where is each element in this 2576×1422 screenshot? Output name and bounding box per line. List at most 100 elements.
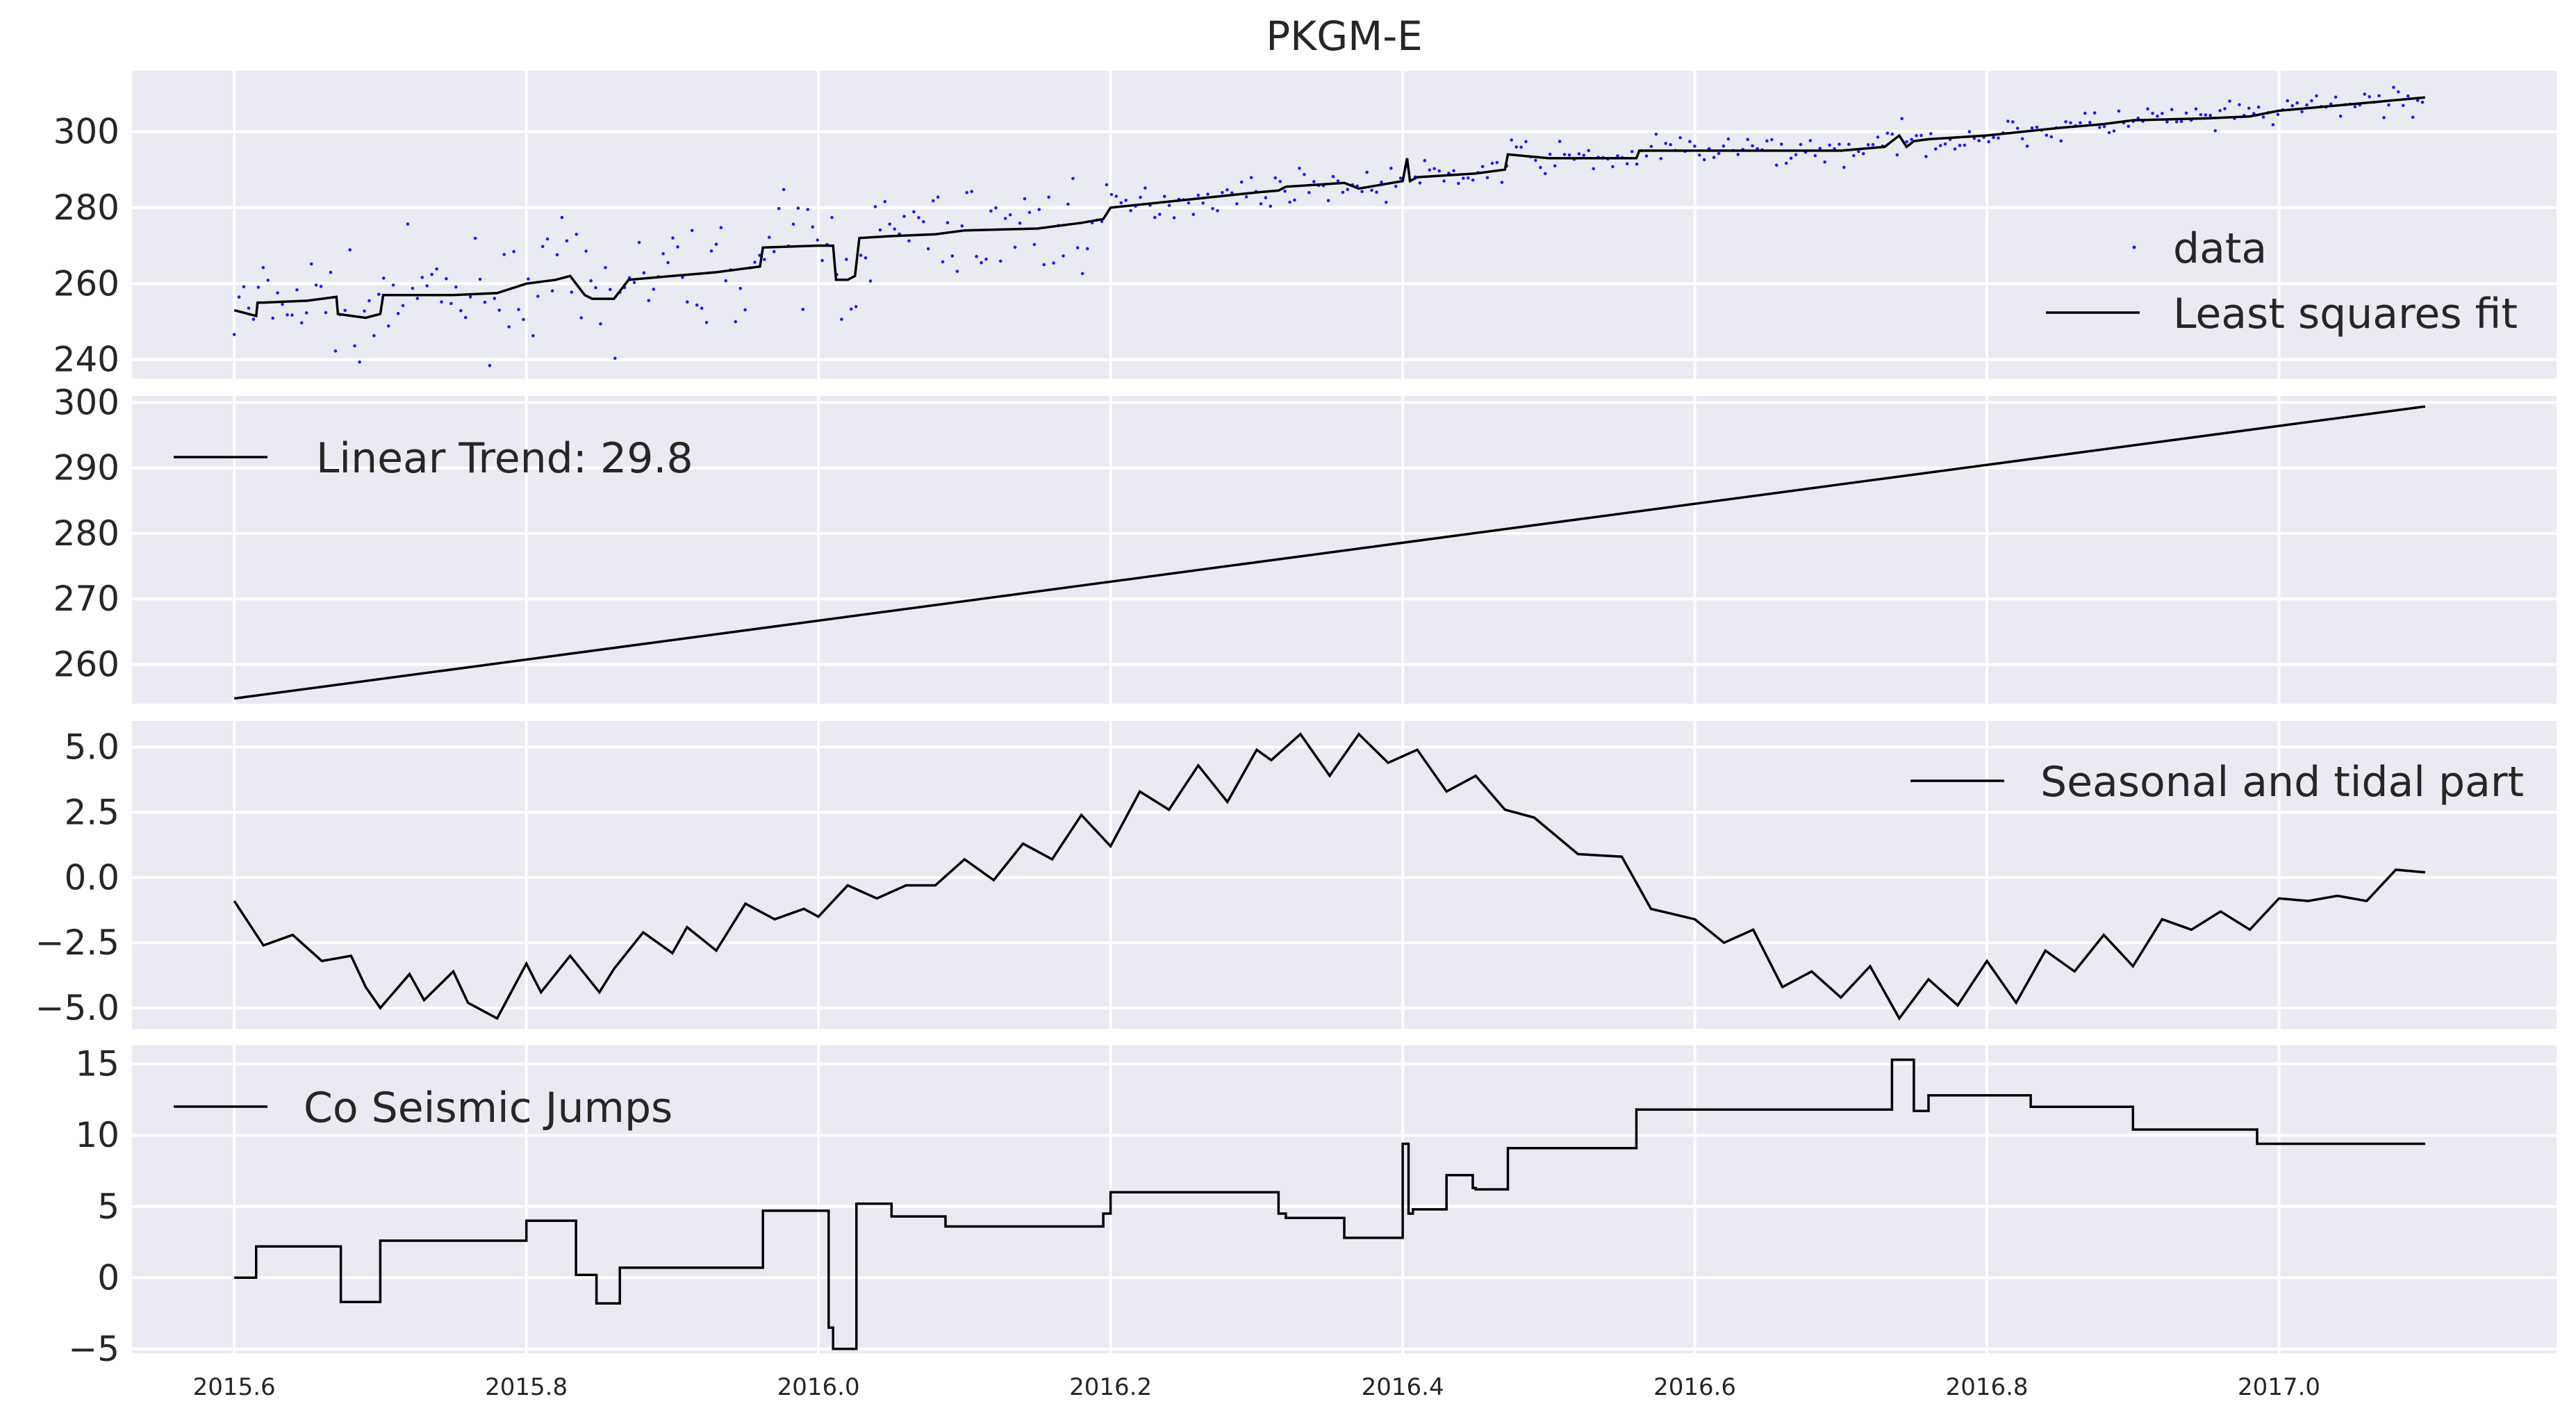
data-point	[941, 260, 945, 264]
y-tick-label: 280	[53, 188, 119, 228]
data-point	[2256, 105, 2261, 109]
data-point	[1544, 172, 1547, 176]
data-point	[724, 279, 728, 283]
data-point	[1080, 272, 1084, 276]
data-point	[522, 317, 525, 322]
data-point	[2083, 111, 2087, 115]
data-point	[2334, 95, 2338, 99]
data-point	[1172, 216, 1176, 220]
data-point	[1365, 170, 1369, 174]
y-tick-label: 280	[53, 513, 119, 554]
data-point	[1153, 215, 1157, 220]
data-point	[1842, 165, 1846, 170]
data-point	[2401, 104, 2405, 108]
data-point	[661, 252, 665, 256]
y-tick-label: 270	[53, 579, 119, 619]
data-point	[1042, 263, 1046, 267]
series-line	[233, 96, 2425, 320]
data-point	[502, 253, 506, 256]
data-point	[830, 215, 834, 220]
data-point	[1085, 247, 1089, 251]
data-point	[2204, 113, 2208, 117]
data-point	[1669, 143, 1672, 147]
data-point	[1076, 246, 1080, 249]
data-point	[2165, 120, 2169, 124]
data-point	[1736, 153, 1740, 156]
data-point	[1119, 201, 1123, 205]
data-point	[1659, 157, 1663, 160]
data-point	[917, 215, 920, 220]
data-point	[1249, 176, 1253, 179]
y-tick-label: −2.5	[35, 923, 119, 963]
data-point	[2107, 131, 2111, 135]
data-point	[1722, 144, 1726, 148]
data-point	[488, 363, 492, 367]
data-point	[1847, 142, 1851, 146]
data-point	[363, 309, 366, 313]
data-point	[2315, 94, 2318, 98]
data-point	[859, 254, 863, 257]
data-point	[2151, 111, 2154, 115]
y-tick-label: 260	[53, 263, 119, 304]
data-point	[1611, 165, 1615, 169]
data-point	[1664, 142, 1667, 145]
data-point	[304, 311, 308, 315]
data-point	[1298, 166, 1301, 170]
data-point	[440, 300, 443, 304]
data-point	[527, 277, 530, 281]
data-point	[594, 286, 597, 290]
data-point	[888, 222, 891, 226]
data-point	[1895, 153, 1899, 157]
data-point	[1808, 139, 1813, 142]
data-point	[579, 316, 583, 320]
series-line	[233, 405, 2426, 700]
legend-label: Linear Trend: 29.8	[316, 434, 693, 483]
data-point	[2035, 125, 2039, 129]
data-point	[247, 306, 251, 310]
data-point	[1452, 169, 1455, 173]
y-tick-label: 15	[75, 1044, 119, 1084]
data-point	[2179, 119, 2183, 124]
data-point	[1385, 201, 1388, 204]
data-point	[536, 295, 540, 298]
y-tick-label: 0.0	[64, 857, 119, 898]
data-point	[893, 227, 896, 231]
data-point	[483, 300, 487, 304]
data-point	[1013, 245, 1017, 249]
y-tick-label: 5	[97, 1187, 119, 1227]
data-point	[430, 272, 434, 276]
panel-seasonal-tidal: −5.0 −2.5 0.0 2.5 5.0 Seasonal and tidal par…	[35, 721, 2557, 1029]
data-point	[1109, 192, 1114, 197]
data-point	[1211, 207, 1214, 210]
data-point	[1857, 149, 1860, 154]
data-point	[734, 320, 737, 324]
data-point	[1485, 176, 1489, 180]
data-point	[1625, 162, 1629, 166]
data-point	[406, 222, 410, 226]
data-point	[686, 300, 689, 304]
data-point	[575, 233, 579, 236]
data-point	[420, 276, 424, 279]
data-point	[1114, 195, 1118, 198]
data-point	[1890, 132, 1894, 136]
data-point	[276, 291, 279, 295]
data-point	[1746, 138, 1749, 142]
data-point	[445, 277, 448, 281]
data-point	[743, 308, 747, 312]
data-point	[1312, 180, 1316, 183]
panel-linear-trend: 260 270 280 290 300 Linear Trend: 29.8	[53, 382, 2557, 704]
legend-label: Least squares fit	[2173, 290, 2518, 338]
data-point	[1900, 117, 1904, 121]
data-point	[550, 289, 554, 293]
data-point	[1654, 133, 1658, 136]
data-point	[242, 285, 246, 289]
data-point	[1828, 143, 1831, 147]
data-point	[738, 286, 742, 290]
data-point	[946, 221, 950, 224]
data-point	[314, 283, 318, 287]
data-point	[2092, 111, 2097, 115]
data-point	[2006, 119, 2010, 123]
data-point	[1967, 130, 1972, 133]
data-point	[570, 290, 574, 294]
data-point	[632, 281, 636, 284]
